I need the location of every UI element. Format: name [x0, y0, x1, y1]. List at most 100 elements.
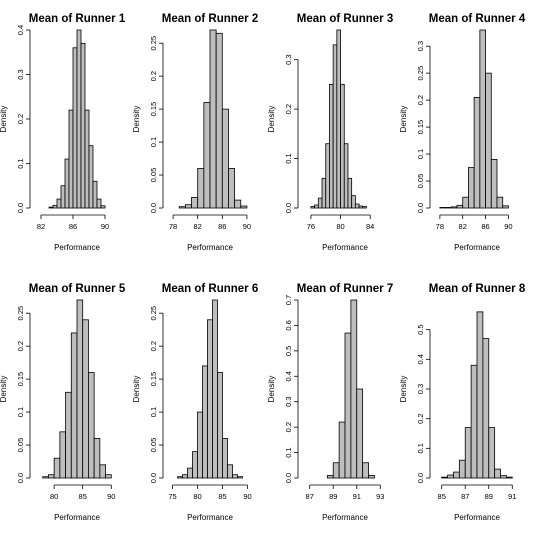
y-tick-label: 0.0 — [16, 203, 25, 213]
histogram-bar — [48, 206, 54, 209]
histogram-bar — [464, 427, 472, 479]
x-axis-label: Performance — [322, 243, 368, 252]
histogram-bar — [456, 204, 464, 209]
y-tick-label: 0.05 — [149, 438, 158, 453]
histogram-bar — [59, 431, 66, 479]
histogram-bar — [56, 198, 62, 209]
histogram-bar — [506, 476, 513, 479]
y-tick-label: 0.2 — [16, 341, 25, 351]
y-tick-label: 0.15 — [416, 120, 425, 135]
y-tick-label: 0.0 — [149, 203, 158, 213]
histogram-bar — [358, 205, 364, 209]
y-tick-label: 0.1 — [284, 447, 293, 457]
y-tick-label: 0.1 — [16, 407, 25, 417]
histogram-bar — [351, 195, 356, 209]
histogram-bar — [362, 206, 367, 209]
histogram-bar — [65, 391, 72, 479]
y-tick-label: 0.15 — [149, 102, 158, 117]
x-tick-label: 82 — [459, 222, 467, 231]
histogram-bar — [488, 427, 496, 479]
x-tick-label: 80 — [336, 222, 344, 231]
y-tick-label: 0.25 — [149, 36, 158, 51]
y-tick-label: 0.1 — [284, 153, 293, 163]
histogram-bar — [240, 205, 248, 209]
x-tick-label: 87 — [461, 492, 469, 501]
chart-title: Mean of Runner 4 — [429, 13, 526, 25]
histogram-bar — [496, 196, 504, 209]
histogram-bar — [458, 459, 466, 479]
histogram-bar — [326, 475, 334, 479]
histogram-bar — [42, 476, 49, 479]
y-tick-label: 0.25 — [416, 66, 425, 81]
x-tick-label: 82 — [37, 222, 45, 231]
x-axis-label: Performance — [54, 513, 100, 522]
x-tick-label: 90 — [101, 222, 109, 231]
chart-title: Mean of Runner 3 — [297, 13, 393, 25]
y-tick-label: 0.25 — [149, 306, 158, 321]
histogram-bar — [96, 198, 102, 209]
histogram-bar — [482, 338, 490, 479]
histogram-bar — [473, 97, 481, 209]
histogram-bar — [76, 299, 84, 479]
histogram-bar — [207, 319, 213, 479]
histogram-bar — [80, 42, 86, 209]
histogram-bar — [462, 196, 469, 209]
y-tick-label: 0.5 — [284, 346, 293, 356]
y-tick-label: 0.1 — [149, 137, 158, 147]
chart-title: Mean of Runner 5 — [29, 283, 126, 295]
x-axis-label: Performance — [454, 243, 500, 252]
histogram-bar — [445, 207, 452, 209]
y-tick-label: 0.2 — [149, 341, 158, 351]
histogram-bar — [82, 319, 89, 479]
histogram-bar — [184, 204, 192, 209]
histogram-bar — [453, 471, 460, 479]
y-tick-label: 0.2 — [416, 95, 425, 105]
x-tick-label: 89 — [485, 492, 493, 501]
histogram-bar — [350, 299, 358, 479]
y-tick-label: 0.1 — [16, 158, 25, 168]
y-axis-label: Density — [399, 106, 408, 133]
histogram-bar — [105, 474, 112, 479]
y-axis-label: Density — [132, 106, 141, 133]
y-tick-label: 0.0 — [416, 203, 425, 213]
histogram-bar — [227, 464, 233, 479]
histogram-bar — [228, 168, 236, 209]
y-tick-label: 0.1 — [416, 443, 425, 453]
histogram-bar — [52, 204, 58, 209]
histogram-bar — [356, 388, 364, 479]
histogram-panel-8: Mean of Runner 8 0.0 0.1 0.2 0.3 0.4 0.5 85 87 89… — [399, 283, 526, 522]
histogram-bar — [338, 421, 346, 479]
histogram-panel-3: Mean of Runner 3 0.0 0.1 0.2 0.3 76 80 84 Perfor… — [267, 13, 393, 252]
histogram-bar — [234, 199, 242, 209]
histogram-bar — [490, 159, 498, 209]
y-tick-label: 0.05 — [416, 174, 425, 189]
histogram-bar — [354, 203, 360, 209]
histogram-bar — [192, 451, 198, 479]
x-tick-label: 84 — [366, 222, 374, 231]
x-tick-label: 85 — [218, 492, 226, 501]
x-tick-label: 76 — [307, 222, 315, 231]
histogram-bar — [336, 29, 341, 209]
histogram-bar — [362, 462, 369, 479]
x-tick-label: 90 — [107, 492, 115, 501]
histogram-bar — [476, 311, 484, 479]
histogram-bar — [494, 468, 501, 479]
x-tick-label: 91 — [353, 492, 361, 501]
histogram-bar — [332, 44, 338, 209]
histogram-bar — [93, 438, 101, 479]
histogram-bar — [439, 207, 446, 209]
histogram-panel-1: Mean of Runner 1 0.0 0.1 0.2 0.3 0.4 82 86 90 Per… — [0, 13, 126, 252]
y-tick-label: 0.3 — [284, 54, 293, 64]
x-tick-label: 90 — [243, 492, 251, 501]
histogram-bar — [485, 72, 492, 209]
x-tick-label: 90 — [243, 222, 251, 231]
y-tick-label: 0.25 — [16, 306, 25, 321]
histogram-bar — [60, 185, 66, 209]
x-tick-label: 78 — [169, 222, 177, 231]
histogram-bar — [68, 109, 74, 209]
histogram-bar — [310, 206, 316, 209]
histogram-bar — [209, 29, 217, 209]
histogram-bar — [99, 464, 106, 479]
y-tick-label: 0.05 — [149, 168, 158, 183]
